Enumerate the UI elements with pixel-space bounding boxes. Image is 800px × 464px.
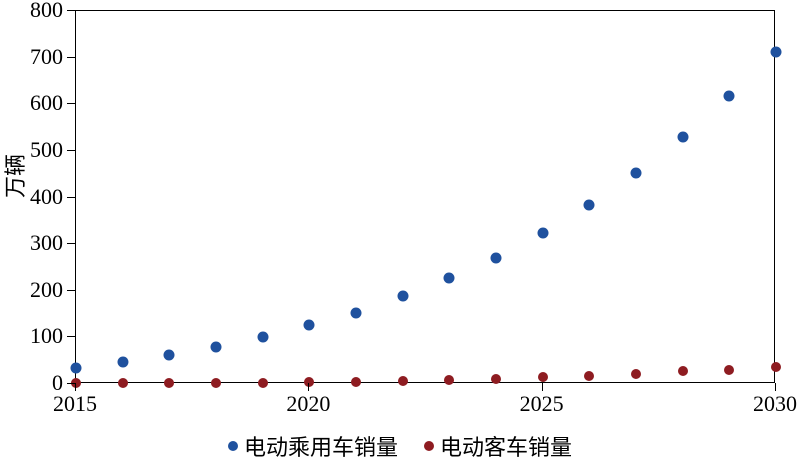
data-point — [210, 341, 222, 353]
x-tick-label: 2015 — [53, 391, 97, 416]
y-tick — [67, 56, 75, 58]
legend: 电动乘用车销量 电动客车销量 — [0, 430, 800, 462]
y-tick-label: 0 — [52, 370, 63, 395]
y-tick-label: 100 — [30, 323, 63, 349]
y-tick-label: 400 — [30, 183, 63, 209]
data-point — [677, 131, 689, 143]
data-point — [490, 252, 502, 264]
y-tick — [67, 10, 75, 11]
y-tick-label: 300 — [30, 230, 63, 256]
x-tick — [541, 383, 543, 391]
y-tick — [67, 336, 75, 338]
y-tick-label: 500 — [30, 136, 63, 162]
data-point — [211, 377, 221, 388]
x-tick — [75, 383, 76, 391]
data-point — [771, 362, 781, 373]
plot-area — [70, 10, 782, 389]
legend-label: 电动乘用车销量 — [243, 435, 398, 460]
y-tick — [67, 149, 75, 151]
x-tick — [308, 383, 310, 391]
data-point — [71, 378, 81, 389]
x-tick-label: 2020 — [286, 391, 331, 416]
data-point — [444, 374, 455, 385]
x-tick — [775, 383, 776, 391]
legend-marker-icon — [227, 441, 238, 451]
data-point — [303, 319, 315, 331]
data-point — [723, 90, 735, 102]
y-tick — [67, 103, 75, 105]
x-tick-label: 2030 — [753, 391, 797, 416]
data-point — [397, 375, 408, 386]
data-point — [117, 356, 129, 368]
data-point — [257, 331, 269, 343]
data-point — [537, 372, 548, 383]
data-point — [117, 378, 128, 389]
data-point — [677, 366, 688, 377]
data-point — [257, 377, 268, 388]
data-point — [351, 376, 361, 387]
data-point — [583, 199, 595, 211]
legend-item: 电动客车销量 — [424, 430, 572, 462]
data-point — [630, 167, 642, 179]
data-point — [584, 370, 595, 381]
y-tick — [67, 289, 75, 291]
y-tick — [67, 383, 75, 384]
legend-item: 电动乘用车销量 — [227, 430, 398, 462]
y-tick-label: 800 — [30, 0, 63, 22]
data-point — [491, 373, 501, 384]
x-tick-label: 2025 — [519, 391, 564, 416]
y-tick-label: 200 — [30, 276, 63, 302]
legend-marker-icon — [424, 441, 434, 451]
data-point — [164, 377, 175, 388]
y-tick-label: 700 — [30, 43, 63, 69]
y-tick-label: 600 — [30, 90, 63, 116]
data-point — [304, 377, 315, 388]
data-point — [163, 349, 175, 361]
y-tick — [67, 243, 75, 245]
y-tick — [67, 196, 75, 198]
data-point — [443, 272, 455, 284]
data-point — [350, 307, 362, 319]
legend-label: 电动客车销量 — [440, 435, 573, 460]
data-point — [70, 362, 82, 374]
data-point — [724, 364, 735, 375]
data-point — [631, 368, 641, 379]
data-point — [537, 227, 549, 239]
data-point — [770, 46, 782, 58]
data-point — [397, 290, 409, 302]
